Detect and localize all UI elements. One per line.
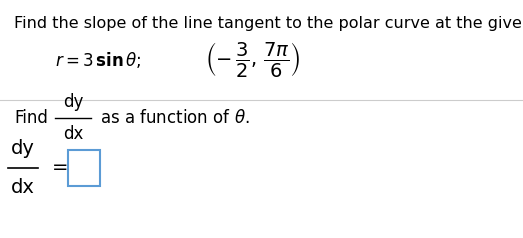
Text: $\left(-\,\dfrac{3}{2},\,\dfrac{7\pi}{6}\right)$: $\left(-\,\dfrac{3}{2},\,\dfrac{7\pi}{6}… [205,40,301,79]
Text: dy: dy [63,93,83,111]
Text: Find: Find [14,109,48,127]
Text: dx: dx [63,125,83,143]
Text: $r = 3\,\mathbf{sin}\,\theta;$: $r = 3\,\mathbf{sin}\,\theta;$ [55,50,142,70]
Text: as a function of $\theta$.: as a function of $\theta$. [100,109,250,127]
Text: dy: dy [11,139,35,158]
Text: Find the slope of the line tangent to the polar curve at the given point.: Find the slope of the line tangent to th… [14,16,523,31]
FancyBboxPatch shape [68,150,100,186]
Text: dx: dx [11,178,35,197]
Text: =: = [52,159,69,178]
